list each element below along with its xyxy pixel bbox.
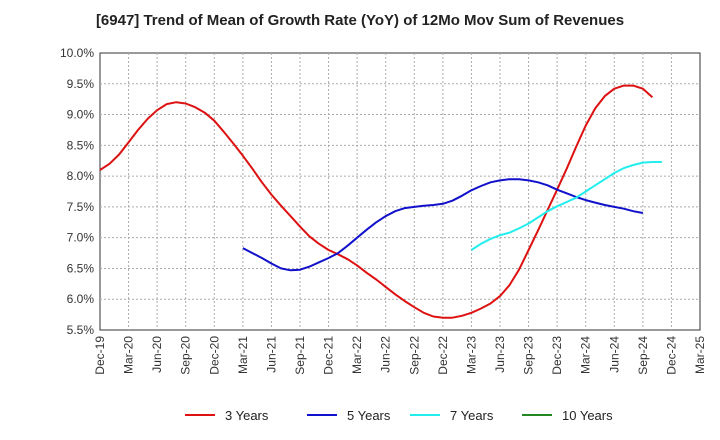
x-tick-label: Dec-23: [550, 336, 564, 375]
series-lines: [99, 84, 662, 319]
x-tick-label: Dec-24: [664, 336, 678, 375]
x-tick-label: Jun-24: [607, 336, 621, 373]
y-tick-label: 7.0%: [67, 231, 95, 245]
x-tick-label: Jun-22: [379, 336, 393, 373]
legend-label: 7 Years: [450, 408, 494, 423]
plot-area: [99, 52, 701, 331]
series-line-7-years: [470, 161, 662, 251]
x-tick-label: Jun-21: [264, 336, 278, 373]
y-tick-label: 7.5%: [67, 200, 95, 214]
x-tick-label: Sep-20: [179, 336, 193, 375]
x-tick-label: Dec-21: [322, 336, 336, 375]
x-tick-label: Jun-23: [493, 336, 507, 373]
x-tick-label: Sep-24: [636, 336, 650, 375]
y-tick-label: 6.5%: [67, 261, 95, 275]
x-tick-label: Jun-20: [150, 336, 164, 373]
y-tick-label: 6.0%: [67, 292, 95, 306]
x-tick-label: Mar-25: [693, 336, 707, 374]
x-axis: Dec-19 Mar-20 Jun-20 Sep-20 Dec-20 Mar-21 Jun-…: [93, 336, 707, 375]
x-tick-label: Mar-20: [122, 336, 136, 374]
x-tick-label: Mar-21: [236, 336, 250, 374]
y-tick-label: 5.5%: [67, 323, 95, 337]
x-tick-label: Sep-21: [293, 336, 307, 375]
chart-title: [6947] Trend of Mean of Growth Rate (YoY…: [95, 12, 625, 29]
x-tick-label: Sep-22: [407, 336, 421, 375]
x-tick-label: Dec-20: [207, 336, 221, 375]
x-tick-label: Mar-22: [350, 336, 364, 374]
legend: 3 Years 5 Years 7 Years 10 Years: [185, 408, 613, 423]
legend-label: 10 Years: [562, 408, 613, 423]
legend-label: 5 Years: [347, 408, 391, 423]
x-tick-label: Sep-23: [522, 336, 536, 375]
x-tick-label: Mar-24: [579, 336, 593, 374]
y-tick-label: 9.5%: [67, 77, 95, 91]
grid: [100, 53, 700, 330]
y-tick-label: 8.5%: [67, 138, 95, 152]
series-line-3-years: [99, 84, 654, 319]
x-tick-label: Mar-23: [464, 336, 478, 374]
y-tick-label: 9.0%: [67, 108, 95, 122]
x-tick-label: Dec-22: [436, 336, 450, 375]
x-tick-label: Dec-19: [93, 336, 107, 375]
legend-label: 3 Years: [225, 408, 269, 423]
y-tick-label: 8.0%: [67, 169, 95, 183]
y-tick-label: 10.0%: [60, 46, 94, 60]
y-axis: 5.5% 6.0% 6.5% 7.0% 7.5% 8.0% 8.5% 9.0% 9.5% 10.0…: [60, 46, 94, 337]
